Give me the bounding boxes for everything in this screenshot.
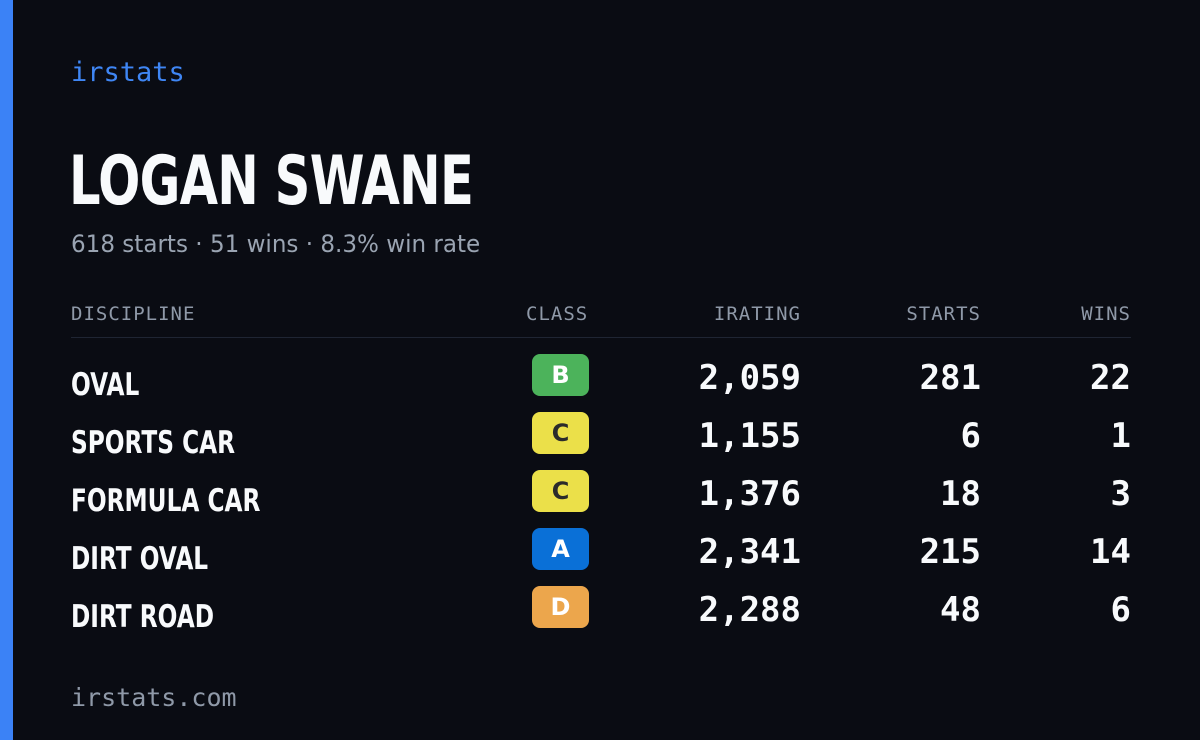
stats-table: OVAL B 2,059 281 22 SPORTS CAR C 1,155 6… [71,350,1131,640]
column-header-starts: STARTS [906,303,981,325]
starts-value: 215 [919,532,981,572]
wins-value: 22 [1090,358,1131,398]
table-row: OVAL B 2,059 281 22 [71,350,1131,408]
table-row: FORMULA CAR C 1,376 18 3 [71,466,1131,524]
wins-value: 6 [1110,590,1131,630]
irating-value: 1,155 [698,416,801,456]
player-summary: 618 starts · 51 wins · 8.3% win rate [71,230,481,258]
table-header: DISCIPLINE CLASS IRATING STARTS WINS [71,300,1131,328]
header-divider [71,337,1131,338]
irating-value: 2,288 [698,590,801,630]
class-badge: A [532,528,589,570]
starts-value: 48 [940,590,981,630]
wins-value: 3 [1110,474,1131,514]
irating-value: 1,376 [698,474,801,514]
wins-value: 1 [1110,416,1131,456]
column-header-discipline: DISCIPLINE [71,303,196,325]
starts-value: 6 [960,416,981,456]
class-badge: B [532,354,589,396]
column-header-class: CLASS [526,303,589,325]
class-badge: C [532,412,589,454]
column-header-irating: IRATING [713,303,801,325]
wins-value: 14 [1090,532,1131,572]
starts-value: 18 [940,474,981,514]
irating-value: 2,059 [698,358,801,398]
discipline-name: OVAL [71,367,140,403]
discipline-name: FORMULA CAR [71,483,261,519]
discipline-name: SPORTS CAR [71,425,236,461]
discipline-name: DIRT OVAL [71,541,209,577]
table-row: DIRT ROAD D 2,288 48 6 [71,582,1131,640]
table-row: DIRT OVAL A 2,341 215 14 [71,524,1131,582]
irating-value: 2,341 [698,532,801,572]
class-badge: C [532,470,589,512]
column-header-wins: WINS [1081,303,1131,325]
starts-value: 281 [919,358,981,398]
footer-url: irstats.com [71,683,237,712]
player-name: LOGAN SWANE [69,142,474,221]
accent-bar [0,0,13,740]
class-badge: D [532,586,589,628]
table-row: SPORTS CAR C 1,155 6 1 [71,408,1131,466]
discipline-name: DIRT ROAD [71,599,215,635]
brand-logo: irstats [71,57,185,88]
